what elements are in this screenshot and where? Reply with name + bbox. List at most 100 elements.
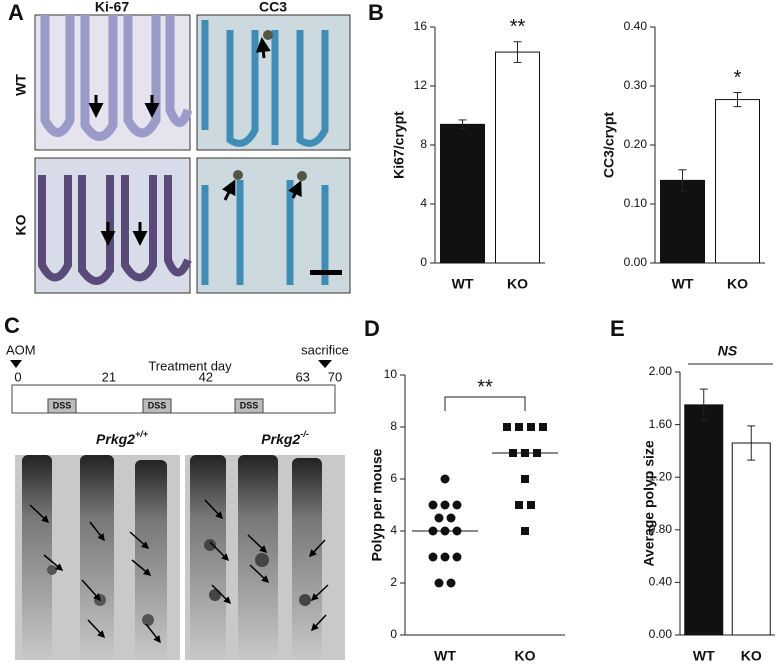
point [521,527,529,535]
point [440,500,450,510]
phase: DSS [234,398,264,414]
point [452,552,462,562]
y-tick-label: 0 [420,255,427,269]
genotype-label: Prkg2-/- [261,429,308,446]
point [521,475,529,483]
micrograph [196,14,351,151]
error-bar [747,425,756,461]
y-tick-label: 16 [414,19,428,33]
timeline-start: AOM [6,342,36,357]
row-label: KO [13,214,29,235]
day-label: 0 [14,369,21,384]
y-tick-label: 0 [390,627,397,641]
error-bar [733,91,742,108]
error-bar [678,169,687,192]
day-label: 70 [328,369,342,384]
error-bar [699,388,708,422]
point [446,578,456,588]
panel-letter: C [4,313,20,338]
timeline-title: Treatment day [148,358,232,373]
y-axis-label: Polyp per mouse [369,448,385,561]
y-tick-label: 0.30 [624,78,648,92]
y-tick-label: 6 [390,471,397,485]
x-tick-label: KO [507,276,528,292]
phase: DSS [47,398,77,414]
point [434,578,444,588]
phase-label: DSS [53,400,72,410]
significance: ** [510,16,526,38]
bar [660,179,705,264]
point [446,513,456,523]
y-tick-label: 0.20 [624,137,648,151]
point [515,423,523,431]
panel-letter: B [368,0,384,25]
y-tick-label: 0.00 [649,627,673,641]
y-tick-label: 4 [420,196,427,210]
micrograph [196,157,351,294]
y-tick-label: 8 [390,419,397,433]
y-tick-label: 0.40 [624,19,648,33]
point [440,474,450,484]
panel-letter: D [364,316,380,341]
column-label: CC3 [259,0,287,15]
x-tick-label: WT [693,648,715,664]
row-label: WT [13,74,29,96]
day-label: 21 [102,369,116,384]
point [503,423,511,431]
point [539,423,547,431]
x-tick-label: KO [515,648,536,664]
bar [495,51,540,264]
x-tick-label: KO [741,648,762,664]
significance: ** [477,376,493,398]
y-tick-label: 0.40 [649,575,673,589]
point [527,501,535,509]
timeline-days: 0 21 42 63 70 [14,369,342,384]
micrograph [34,157,192,294]
y-axis-label: Ki67/crypt [391,111,407,179]
x-tick-label: KO [727,276,748,292]
significance: NS [718,343,738,359]
colon-photo [185,455,345,660]
y-tick-label: 10 [384,367,398,381]
y-tick-label: 1.20 [649,469,673,483]
y-tick-label: 2 [390,575,397,589]
error-bar [513,41,522,63]
phase: DSS [142,398,172,414]
y-tick-label: 12 [414,78,428,92]
y-tick-label: 0.10 [624,196,648,210]
point [452,500,462,510]
y-tick-label: 0.80 [649,522,673,536]
bar [684,404,724,636]
y-tick-label: 2.00 [649,364,673,378]
bar [440,123,485,264]
point [428,552,438,562]
point [440,552,450,562]
bar [715,99,760,264]
phase-label: DSS [148,400,167,410]
bar [731,442,771,636]
panel-letter: A [8,0,24,25]
significance: * [734,67,742,89]
x-tick-label: WT [452,276,474,292]
day-label: 42 [199,369,213,384]
colon-photo [15,455,180,660]
point [515,501,523,509]
point [428,500,438,510]
y-axis-label: Average polyp size [641,440,657,567]
y-axis-label: CC3/crypt [601,112,617,178]
y-tick-label: 8 [420,137,427,151]
point [527,423,535,431]
phase-label: DSS [240,400,259,410]
panel-letter: E [610,316,625,341]
x-tick-label: WT [672,276,694,292]
error-bar [458,119,467,130]
x-tick-label: WT [434,648,456,664]
timeline-end: sacrifice [301,342,349,357]
y-tick-label: 1.60 [649,417,673,431]
y-tick-label: 4 [390,523,397,537]
micrograph [34,14,193,151]
point [434,513,444,523]
bracket [444,396,526,411]
y-tick-label: 0.00 [624,255,648,269]
